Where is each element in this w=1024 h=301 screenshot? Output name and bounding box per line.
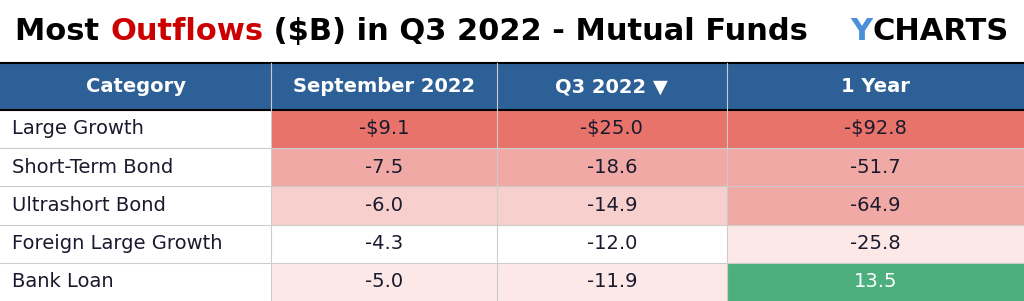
Bar	[271, 186, 497, 225]
Bar	[271, 263, 497, 301]
Text: -4.3: -4.3	[365, 234, 403, 253]
Bar	[0, 186, 271, 225]
Text: -18.6: -18.6	[587, 158, 637, 177]
Bar	[0, 110, 271, 148]
Text: -5.0: -5.0	[365, 272, 403, 291]
Text: Y: Y	[850, 17, 872, 46]
Bar	[727, 186, 1024, 225]
Text: -25.8: -25.8	[850, 234, 901, 253]
Text: Bank Loan: Bank Loan	[12, 272, 114, 291]
Bar	[271, 225, 497, 263]
Bar	[727, 63, 1024, 110]
Bar	[0, 0, 1024, 63]
Text: Outflows: Outflows	[111, 17, 263, 46]
Bar	[271, 63, 497, 110]
Text: -$25.0: -$25.0	[581, 119, 643, 138]
Bar	[497, 63, 727, 110]
Bar	[0, 263, 271, 301]
Text: Short-Term Bond: Short-Term Bond	[12, 158, 173, 177]
Text: 13.5: 13.5	[854, 272, 897, 291]
Bar	[497, 263, 727, 301]
Text: Category: Category	[86, 77, 185, 96]
Text: Q3 2022 ▼: Q3 2022 ▼	[555, 77, 669, 96]
Bar	[0, 225, 271, 263]
Text: -$9.1: -$9.1	[358, 119, 410, 138]
Text: Ultrashort Bond: Ultrashort Bond	[12, 196, 166, 215]
Bar	[497, 148, 727, 186]
Text: Large Growth: Large Growth	[12, 119, 144, 138]
Text: -11.9: -11.9	[587, 272, 637, 291]
Bar	[271, 148, 497, 186]
Text: ($B) in Q3 2022 - Mutual Funds: ($B) in Q3 2022 - Mutual Funds	[263, 17, 808, 46]
Text: -6.0: -6.0	[365, 196, 403, 215]
Text: Most: Most	[15, 17, 111, 46]
Bar	[727, 225, 1024, 263]
Bar	[727, 110, 1024, 148]
Text: -14.9: -14.9	[587, 196, 637, 215]
Bar	[727, 148, 1024, 186]
Text: -12.0: -12.0	[587, 234, 637, 253]
Text: -64.9: -64.9	[850, 196, 901, 215]
Bar	[0, 63, 271, 110]
Bar	[0, 148, 271, 186]
Text: -$92.8: -$92.8	[844, 119, 907, 138]
Text: Foreign Large Growth: Foreign Large Growth	[12, 234, 223, 253]
Text: CHARTS: CHARTS	[872, 17, 1009, 46]
Text: -7.5: -7.5	[365, 158, 403, 177]
Bar	[497, 110, 727, 148]
Bar	[497, 225, 727, 263]
Text: -51.7: -51.7	[850, 158, 901, 177]
Text: 1 Year: 1 Year	[841, 77, 910, 96]
Bar	[271, 110, 497, 148]
Bar	[727, 263, 1024, 301]
Text: September 2022: September 2022	[293, 77, 475, 96]
Bar	[497, 186, 727, 225]
